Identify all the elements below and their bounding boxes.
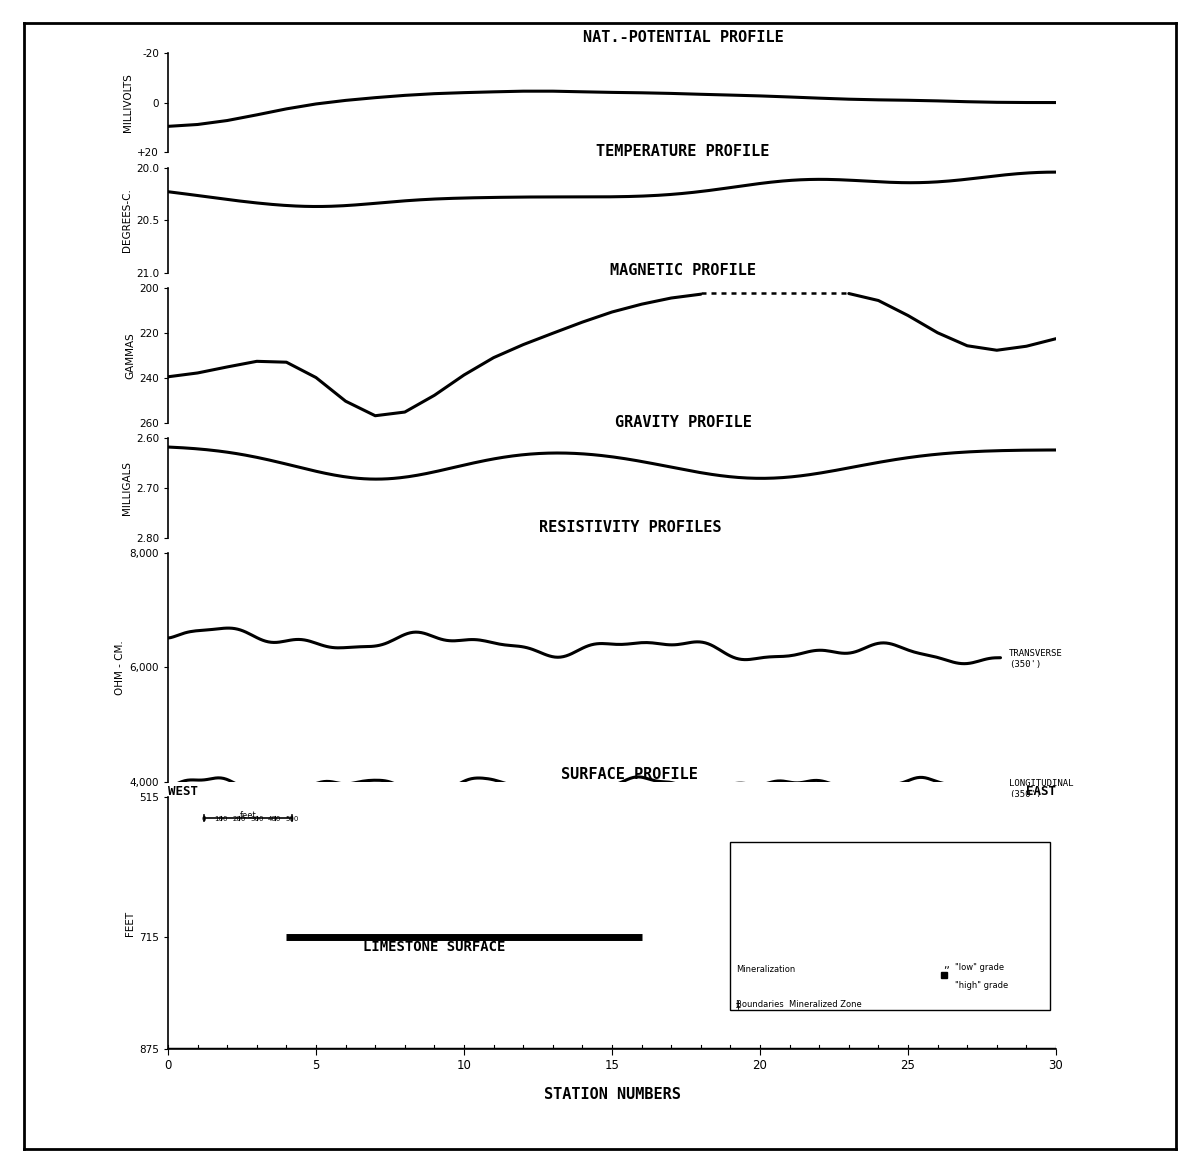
Text: feet: feet — [240, 811, 257, 820]
Text: MAGNETIC PROFILE: MAGNETIC PROFILE — [610, 263, 756, 278]
Text: 500: 500 — [286, 816, 299, 822]
Y-axis label: DEGREES-C.: DEGREES-C. — [121, 189, 132, 252]
Text: Boundaries  Mineralized Zone: Boundaries Mineralized Zone — [737, 1000, 862, 1009]
Text: LONGITUDINAL: LONGITUDINAL — [1009, 778, 1073, 788]
Text: ‡: ‡ — [737, 1000, 744, 1010]
Y-axis label: MILLIVOLTS: MILLIVOLTS — [124, 73, 133, 132]
FancyBboxPatch shape — [731, 843, 1050, 1010]
Text: LIMESTONE SURFACE: LIMESTONE SURFACE — [364, 940, 505, 954]
Y-axis label: FEET: FEET — [125, 911, 134, 935]
Text: SURFACE PROFILE: SURFACE PROFILE — [562, 766, 698, 782]
Text: 0: 0 — [202, 816, 205, 822]
Text: WEST: WEST — [168, 785, 198, 798]
Text: EAST: EAST — [1026, 785, 1056, 798]
Text: Mineralization: Mineralization — [737, 965, 796, 974]
Text: GRAVITY PROFILE: GRAVITY PROFILE — [614, 415, 751, 430]
Text: 100: 100 — [215, 816, 228, 822]
Text: (350'): (350') — [1009, 790, 1042, 799]
Text: NAT.-POTENTIAL PROFILE: NAT.-POTENTIAL PROFILE — [583, 29, 784, 45]
Y-axis label: GAMMAS: GAMMAS — [125, 333, 136, 379]
Text: (350'): (350') — [1009, 660, 1042, 669]
Text: 300: 300 — [250, 816, 264, 822]
Text: STATION NUMBERS: STATION NUMBERS — [544, 1086, 680, 1102]
Text: 200: 200 — [233, 816, 246, 822]
Text: RESISTIVITY PROFILES: RESISTIVITY PROFILES — [539, 520, 721, 534]
Text: 400: 400 — [268, 816, 281, 822]
Text: TEMPERATURE PROFILE: TEMPERATURE PROFILE — [596, 144, 769, 159]
Y-axis label: MILLIGALS: MILLIGALS — [121, 461, 132, 516]
Y-axis label: OHM - CM.: OHM - CM. — [115, 640, 125, 695]
Text: TRANSVERSE: TRANSVERSE — [1009, 648, 1062, 657]
Text: ,,: ,, — [943, 960, 950, 970]
Text: "high" grade: "high" grade — [955, 981, 1009, 990]
Text: "low" grade: "low" grade — [955, 963, 1004, 972]
